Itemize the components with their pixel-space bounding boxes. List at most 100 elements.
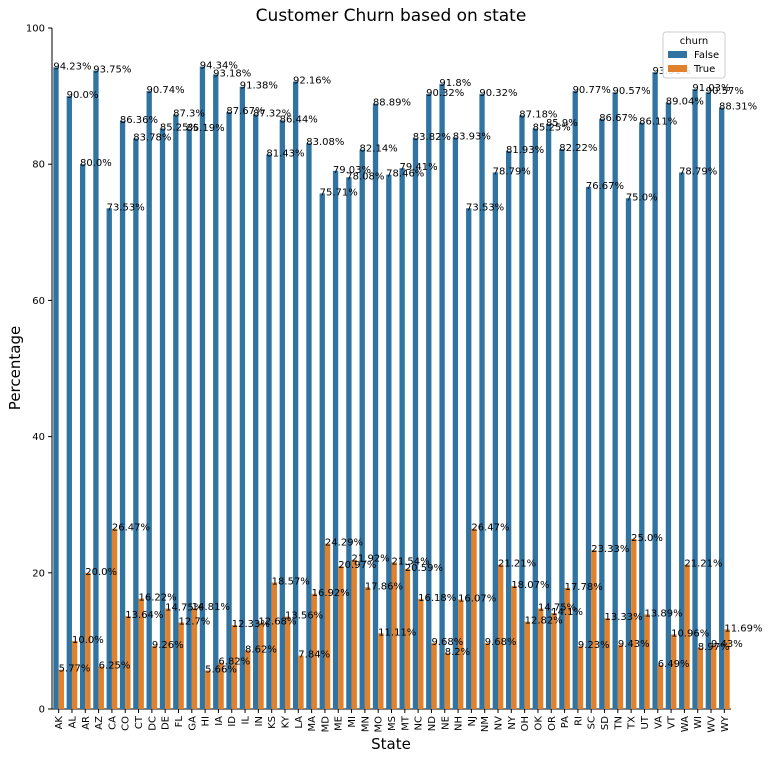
x-tick-label: IA (214, 716, 225, 726)
x-tick-label: NC (414, 716, 425, 730)
x-tick-label: NV (494, 716, 505, 730)
data-label-true-mo: 11.11% (378, 627, 416, 638)
x-tick-label: SD (600, 716, 611, 730)
x-tick-label: RI (573, 716, 584, 726)
bar-true-ak (58, 669, 64, 709)
bar-true-la (298, 655, 304, 709)
data-label-false-nc: 83.82% (413, 132, 451, 143)
data-label-false-pa: 82.22% (559, 143, 597, 154)
x-tick-label: MS (387, 716, 398, 731)
data-label-true-mn: 17.86% (365, 581, 403, 592)
bar-false-wy (719, 107, 725, 710)
x-tick-label: CA (107, 716, 118, 730)
bar-false-ak (53, 67, 59, 709)
bar-false-ks (266, 154, 272, 710)
x-tick-label: NY (507, 715, 518, 729)
data-label-false-wi: 91.03% (692, 83, 730, 94)
bar-false-tn (612, 92, 618, 709)
legend-entry-false: False (694, 50, 719, 61)
x-tick-label: MN (360, 716, 371, 732)
bar-false-me (332, 170, 339, 710)
chart-title: Customer Churn based on state (256, 6, 527, 26)
data-label-true-ms: 21.54% (392, 556, 430, 567)
bar-true-mn (364, 587, 371, 709)
data-label-false-oh: 87.18% (519, 109, 557, 120)
bar-true-nd (431, 643, 437, 709)
x-tick-label: GA (187, 716, 198, 731)
data-label-true-mi: 21.92% (352, 554, 390, 565)
x-tick-label: FL (174, 716, 185, 728)
legend-entry-true: True (693, 64, 715, 75)
data-label-true-wy: 11.69% (724, 623, 762, 634)
data-label-false-hi: 94.34% (200, 61, 238, 72)
data-label-false-az: 93.75% (93, 65, 131, 76)
data-label-true-va: 6.49% (658, 659, 690, 670)
data-label-false-vt: 89.04% (666, 97, 704, 108)
data-label-true-ma: 16.92% (312, 588, 350, 599)
data-label-false-ok: 85.25% (533, 122, 571, 133)
data-label-true-nd: 9.68% (431, 637, 463, 648)
x-tick-label: AR (81, 716, 92, 730)
data-label-false-tx: 75.0% (626, 192, 658, 203)
data-label-false-ne: 91.8% (439, 78, 471, 89)
x-tick-label: CO (121, 716, 132, 731)
bar-true-wv (711, 644, 717, 709)
bar-false-ri (572, 90, 578, 709)
data-label-true-nm: 9.68% (485, 637, 517, 648)
x-tick-label: AK (54, 716, 65, 730)
bar-false-nh (452, 137, 459, 709)
data-label-false-nd: 90.32% (426, 88, 464, 99)
x-tick-label: HI (201, 716, 212, 726)
data-label-true-ks: 18.57% (272, 577, 310, 588)
data-label-false-wa: 78.79% (679, 166, 717, 177)
data-label-false-de: 85.25% (160, 122, 198, 133)
data-label-true-ct: 16.22% (139, 593, 177, 604)
bar-false-or (545, 124, 552, 709)
x-tick-label: MD (320, 716, 331, 733)
data-label-false-ct: 83.78% (133, 132, 171, 143)
data-label-false-sd: 86.67% (599, 113, 637, 124)
x-tick-label: DC (147, 716, 158, 731)
bar-false-ca (106, 208, 112, 710)
bar-false-ct (133, 138, 139, 710)
data-label-false-ut: 86.11% (639, 117, 677, 128)
data-label-false-nv: 78.79% (493, 166, 531, 177)
data-label-false-in: 87.32% (253, 108, 291, 119)
bar-true-ks (271, 582, 278, 709)
data-label-true-ne: 8.2% (445, 647, 470, 658)
bar-true-ut (644, 614, 650, 709)
data-label-false-me: 79.03% (333, 165, 371, 176)
bar-true-me (338, 566, 344, 709)
bar-true-id (231, 625, 238, 709)
bar-true-de (165, 608, 171, 709)
bar-true-ca (111, 528, 118, 709)
bar-true-hi (205, 670, 211, 709)
bar-true-ky (284, 616, 291, 709)
data-label-true-id: 12.33% (232, 619, 270, 630)
data-label-false-sc: 76.67% (586, 181, 624, 192)
x-tick-label: VT (667, 715, 678, 729)
bar-true-wa (684, 564, 690, 709)
bar-true-ny (511, 585, 517, 709)
bar-true-dc (151, 645, 158, 709)
bar-false-ne (439, 83, 445, 710)
bar-false-nd (426, 93, 432, 710)
y-axis-label: Percentage (6, 326, 24, 410)
x-tick-label: WI (693, 716, 704, 729)
data-label-true-ga: 14.81% (192, 602, 230, 613)
bar-true-al (71, 640, 78, 709)
data-label-true-ok: 14.75% (538, 603, 576, 614)
data-label-false-mn: 82.14% (360, 144, 398, 155)
bar-false-id (226, 111, 232, 710)
y-tick-label: 20 (32, 568, 45, 579)
data-label-true-la: 7.84% (298, 650, 330, 661)
y-tick-label: 40 (32, 432, 45, 443)
bar-true-sd (604, 618, 610, 709)
data-label-false-wv: 90.57% (706, 86, 744, 97)
data-label-false-mi: 78.08% (346, 171, 384, 182)
data-label-false-ny: 81.93% (506, 145, 544, 156)
data-label-true-fl: 12.7% (178, 617, 210, 628)
bar-true-ri (577, 646, 584, 709)
x-tick-label: NH (454, 716, 465, 731)
